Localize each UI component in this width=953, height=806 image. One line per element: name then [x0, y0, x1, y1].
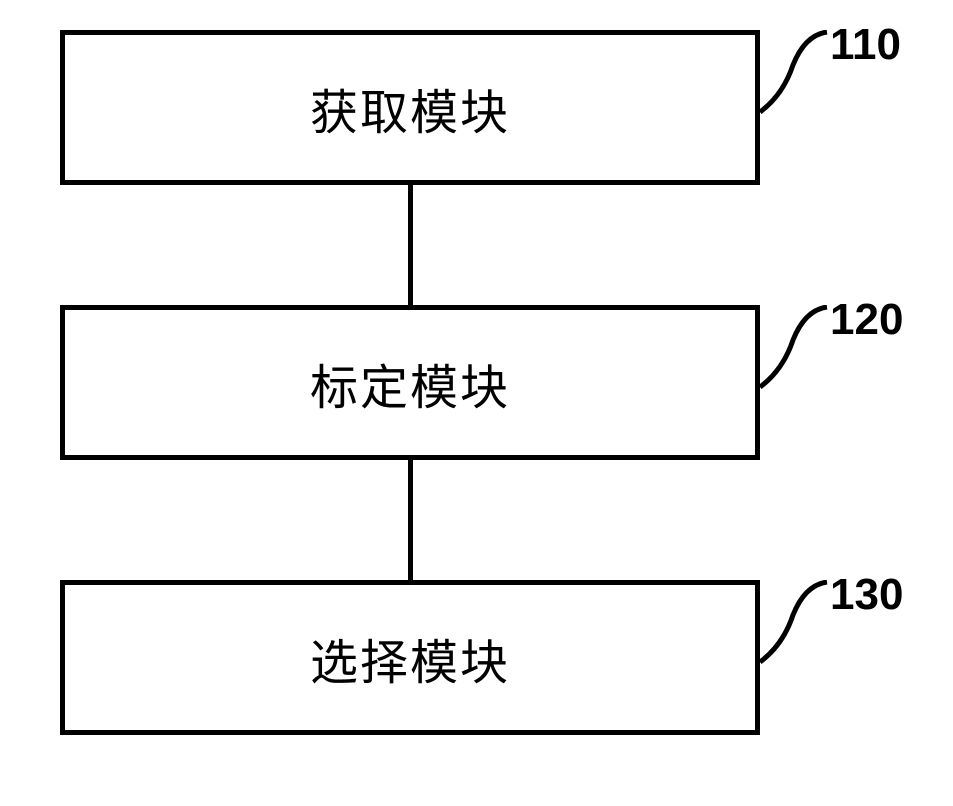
node-calibrate-module: 标定模块	[60, 305, 760, 460]
node-label-110: 110	[830, 20, 901, 70]
callout-curve-3	[755, 580, 835, 670]
diagram-container: 获取模块 110 标定模块 120 选择模块 130	[60, 30, 900, 780]
node-acquire-module: 获取模块	[60, 30, 760, 185]
connector-1-2	[408, 185, 413, 305]
node-calibrate-module-text: 标定模块	[310, 348, 510, 418]
callout-curve-2	[755, 305, 835, 395]
callout-curve-1	[755, 30, 835, 120]
node-acquire-module-text: 获取模块	[310, 73, 510, 143]
node-label-130: 130	[830, 570, 903, 620]
node-select-module: 选择模块	[60, 580, 760, 735]
node-label-120: 120	[830, 295, 903, 345]
node-select-module-text: 选择模块	[310, 623, 510, 693]
connector-2-3	[408, 460, 413, 580]
